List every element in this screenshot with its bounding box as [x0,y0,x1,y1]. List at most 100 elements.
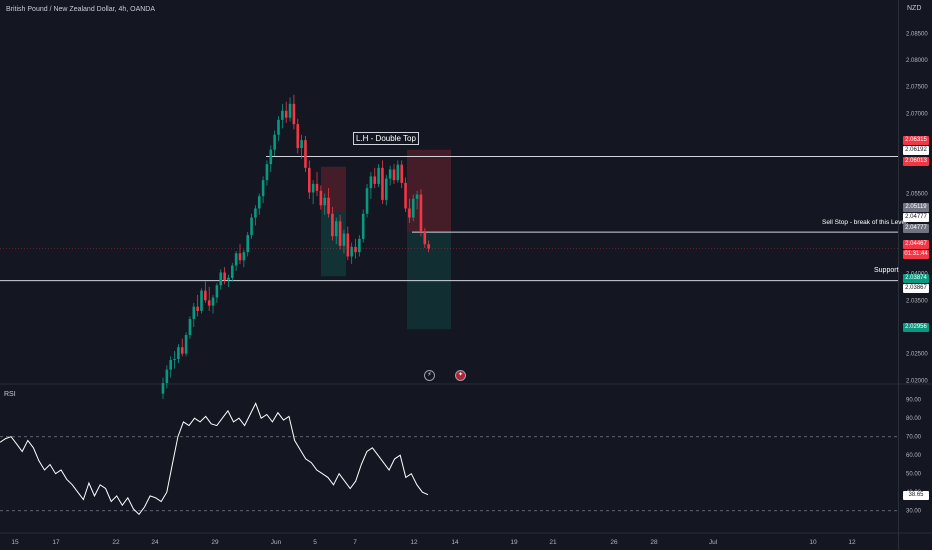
candle-body [350,246,353,257]
candle-body [385,178,388,200]
time-tick-label: 26 [610,539,618,546]
time-tick-label: 15 [11,539,19,546]
candle-body [219,272,223,286]
candle-body [277,119,280,135]
price-tick-label: 2.08000 [906,58,928,64]
price-tick-label: 2.08500 [906,31,928,37]
currency-label: NZD [907,5,922,12]
candle-body [192,306,196,319]
time-tick-label: 21 [549,539,557,546]
candle-body [400,164,403,183]
price-tick-label: 2.03500 [906,298,928,304]
candle-body [388,169,392,179]
candle-body [238,253,242,261]
candle-body [161,383,165,394]
price-tick-label: 2.02000 [906,378,928,384]
double-top-annotation[interactable]: L.H - Double Top [353,132,419,145]
candle-body [292,103,296,125]
candle-body [334,221,338,237]
price-tag: 2.03867 [903,284,929,293]
price-tag: 2.04467 [903,240,929,249]
sell-stop-annotation[interactable]: Sell Stop - break of this Level. [822,219,909,226]
time-tick-label: 14 [451,539,459,546]
time-tick-label: 29 [211,539,219,546]
support-annotation[interactable]: Support [874,267,899,274]
candle-body [365,188,369,214]
time-tick-label: 10 [809,539,817,546]
candle-body [361,213,365,239]
candle-body [419,194,423,232]
candle-body [281,110,284,120]
candle-body [269,149,273,165]
rsi-label: RSI [4,391,16,398]
stop-zone-2 [407,149,451,233]
candle-body [358,238,361,253]
candle-body [319,190,323,206]
price-tag: 2.04777 [903,224,929,233]
candle-body [204,290,207,301]
candle-body [331,213,334,237]
candle-body [196,306,199,311]
time-axis: 15 17 22 24 29 Jun 5 7 12 14 19 21 26 28 Jul 10 12 [11,539,856,546]
candle-body [200,290,203,311]
candle-body [250,217,253,236]
price-tag: 2.03874 [903,274,929,283]
candle-body [180,347,184,354]
time-tick-label: 22 [112,539,120,546]
time-tick-label: 17 [52,539,60,546]
candle-body [265,164,269,181]
time-tick-label: 5 [313,539,317,546]
candle-body [288,103,292,118]
rsi-tick-label: 80.00 [906,416,922,422]
candle-body [211,297,215,306]
candle-body [427,244,430,249]
candle-body [284,110,288,118]
candle-body [315,183,319,191]
candle-body [261,180,265,197]
event-lightning-icon[interactable]: ⚡ [424,370,435,381]
time-tick-label: 7 [353,539,357,546]
price-tag: 01:31:44 [903,250,929,259]
candle-body [342,233,346,246]
event-flag-icon[interactable]: ✦ [455,370,466,381]
time-tick-label: 12 [410,539,418,546]
price-tag: 2.06315 [903,136,929,145]
time-tick-label: Jul [709,539,718,546]
price-tag: 2.06192 [903,146,929,155]
candle-body [223,272,226,280]
rsi-value-tag: 38.65 [903,491,929,500]
candle-body [369,176,373,189]
candle-body [234,253,238,266]
candle-body [377,167,380,184]
time-tick-label: 19 [510,539,518,546]
rsi-tick-label: 90.00 [906,398,922,404]
candle-body [296,124,300,149]
candle-body [246,235,249,253]
price-tag: 2.04777 [903,213,929,222]
rsi-line [0,402,429,516]
candle-body [373,176,377,184]
candle-body [381,167,384,200]
price-tag: 2.06013 [903,157,929,166]
time-tick-label: Jun [271,539,282,546]
candle-body [323,197,326,206]
candle-body [273,134,276,150]
rsi-tick-label: 70.00 [906,435,922,441]
price-tick-label: 2.07000 [906,111,928,117]
candle-body [311,183,315,193]
price-tick-label: 2.07500 [906,85,928,91]
candle-body [304,140,307,168]
candle-body [207,300,211,306]
candle-body [308,167,311,193]
price-tag: 2.02956 [903,323,929,332]
price-tag: 2.05119 [903,203,929,212]
candle-body [396,164,400,181]
candle-body [188,318,192,335]
candle-body [423,231,427,245]
candle-body [346,233,350,257]
rsi-tick-label: 50.00 [906,472,922,478]
rsi-tick-label: 60.00 [906,453,922,459]
price-tick-label: 2.05500 [906,191,928,197]
